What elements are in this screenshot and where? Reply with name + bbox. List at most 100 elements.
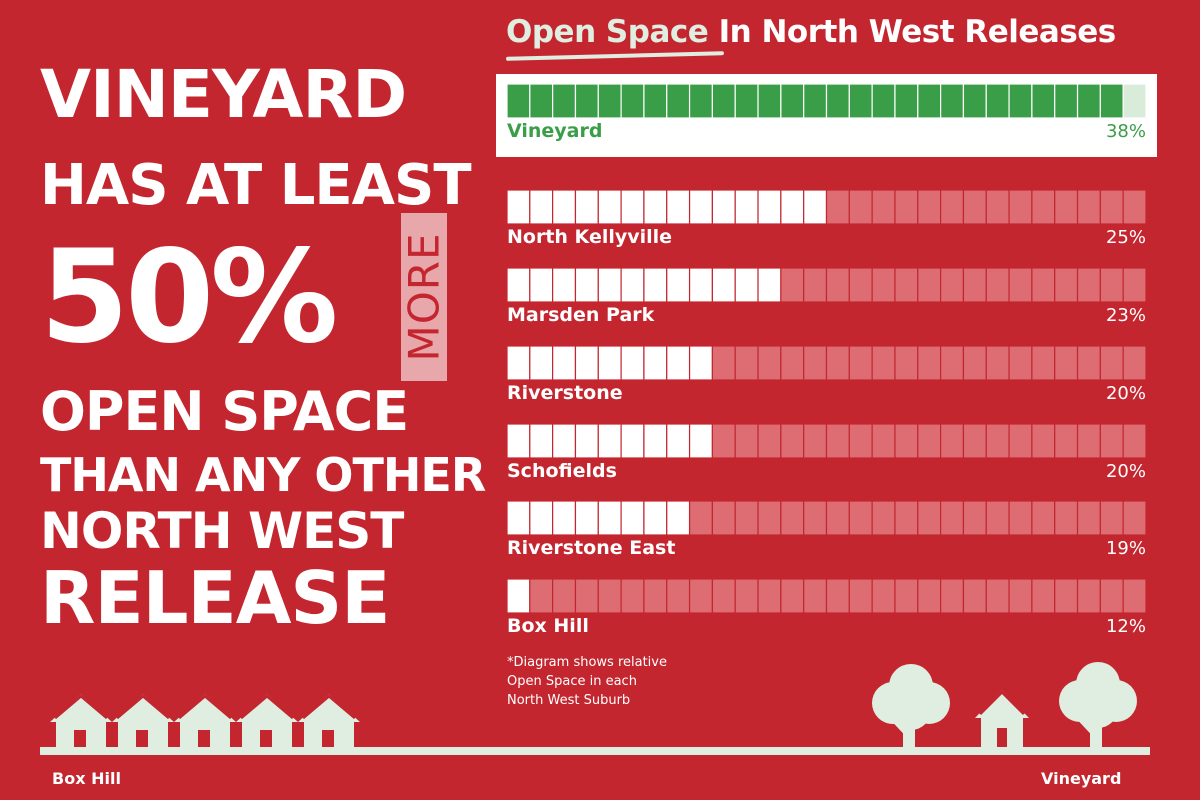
bar-block-filled [688, 423, 713, 459]
bar-row: Box Hill 12% [506, 578, 1147, 637]
bar-block-filled [529, 189, 554, 225]
headline-than-any-other: THAN ANY OTHER [40, 448, 486, 502]
headline-has-at-least: HAS AT LEAST [40, 153, 472, 218]
bar-block-empty [1008, 500, 1033, 536]
bar-block-filled [597, 189, 622, 225]
bar-block-filled [825, 83, 850, 119]
bar-block-filled [506, 83, 531, 119]
bar-block-empty [825, 267, 850, 303]
bar-block-empty [1054, 578, 1079, 614]
bar-block-filled [620, 267, 645, 303]
bar-block-empty [529, 578, 554, 614]
bar-block-filled [643, 189, 668, 225]
bar-block-empty [1031, 578, 1056, 614]
bar-block-empty [780, 423, 805, 459]
bar-block-filled [529, 423, 554, 459]
bar-block-filled [688, 345, 713, 381]
bar-block-empty [940, 267, 965, 303]
house-icon [975, 689, 1029, 748]
headline-percentage: 50% [40, 223, 338, 372]
bar-block-empty [894, 423, 919, 459]
tree-icon [872, 664, 950, 748]
bar-block-filled [643, 423, 668, 459]
bar-block-empty [1122, 83, 1147, 119]
bar-block-empty [1031, 423, 1056, 459]
bar-block-empty [1054, 345, 1079, 381]
bar-block-filled [506, 189, 531, 225]
bar-label: Vineyard [507, 120, 602, 142]
bar-block-empty [985, 500, 1010, 536]
house-icon [50, 694, 112, 748]
bar-block-empty [1008, 345, 1033, 381]
bar-block-empty [962, 345, 987, 381]
bar-block-empty [917, 189, 942, 225]
bar-block-empty [757, 423, 782, 459]
bar-block-filled [666, 189, 691, 225]
bar-block-filled [985, 83, 1010, 119]
bar-block-filled [597, 345, 622, 381]
bar-row: Schofields 20% [506, 423, 1147, 482]
headline-open-space: OPEN SPACE [40, 380, 409, 443]
bar-block-empty [1031, 267, 1056, 303]
bar-block-empty [711, 500, 736, 536]
house-icon [174, 694, 236, 748]
bar-block-empty [1122, 267, 1147, 303]
bar-block-empty [803, 345, 828, 381]
bar-block-empty [940, 189, 965, 225]
chart-title-rest: In North West Releases [708, 14, 1117, 50]
bar-block-filled [597, 267, 622, 303]
bar-row: North Kellyville 25% [506, 189, 1147, 248]
bar-block-empty [825, 189, 850, 225]
bar-block-filled [803, 83, 828, 119]
bar-block-empty [666, 578, 691, 614]
chart-title-highlight: Open Space [506, 14, 709, 50]
bar-block-empty [917, 345, 942, 381]
bar-block-filled [597, 500, 622, 536]
bar-block-empty [1076, 500, 1101, 536]
bar-block-filled [620, 500, 645, 536]
bar-block-filled [597, 423, 622, 459]
bar-block-filled [688, 83, 713, 119]
bar-block-filled [940, 83, 965, 119]
bar-block-filled [597, 83, 622, 119]
bar-block-filled [1054, 83, 1079, 119]
bar-block-empty [871, 345, 896, 381]
bar-block-filled [688, 267, 713, 303]
bar-block-empty [552, 578, 577, 614]
chart-title: Open Space In North West Releases [506, 14, 1116, 50]
bar-block-filled [848, 83, 873, 119]
bar-block-empty [1008, 578, 1033, 614]
bar-value-label: 20% [1106, 461, 1146, 482]
bar-block-empty [734, 578, 759, 614]
bar-block-empty [1008, 267, 1033, 303]
house-icon [298, 694, 360, 748]
bar-label: Box Hill [507, 615, 589, 637]
bar-block-empty [1054, 423, 1079, 459]
bar-block-empty [1122, 345, 1147, 381]
bar-block-empty [848, 267, 873, 303]
bar-block-empty [985, 267, 1010, 303]
bar-block-filled [757, 189, 782, 225]
bar-block-filled [552, 345, 577, 381]
bar-block-filled [962, 83, 987, 119]
bar-block-empty [1122, 423, 1147, 459]
bar-block-empty [962, 423, 987, 459]
bar-block-filled [666, 423, 691, 459]
footnote: *Diagram shows relative Open Space in ea… [507, 653, 667, 710]
bar-block-filled [711, 83, 736, 119]
bar-block-empty [848, 345, 873, 381]
bar-block-empty [1054, 189, 1079, 225]
bar-block-filled [552, 83, 577, 119]
bar-block-filled [757, 83, 782, 119]
bar-block-empty [780, 345, 805, 381]
bar-block-empty [917, 500, 942, 536]
bar-block-empty [757, 578, 782, 614]
bar-value-label: 19% [1106, 538, 1146, 559]
bar-block-empty [803, 267, 828, 303]
bar-block-filled [1031, 83, 1056, 119]
bar-block-filled [552, 267, 577, 303]
bar-block-filled [734, 83, 759, 119]
bar-block-empty [711, 345, 736, 381]
bar-block-empty [940, 423, 965, 459]
